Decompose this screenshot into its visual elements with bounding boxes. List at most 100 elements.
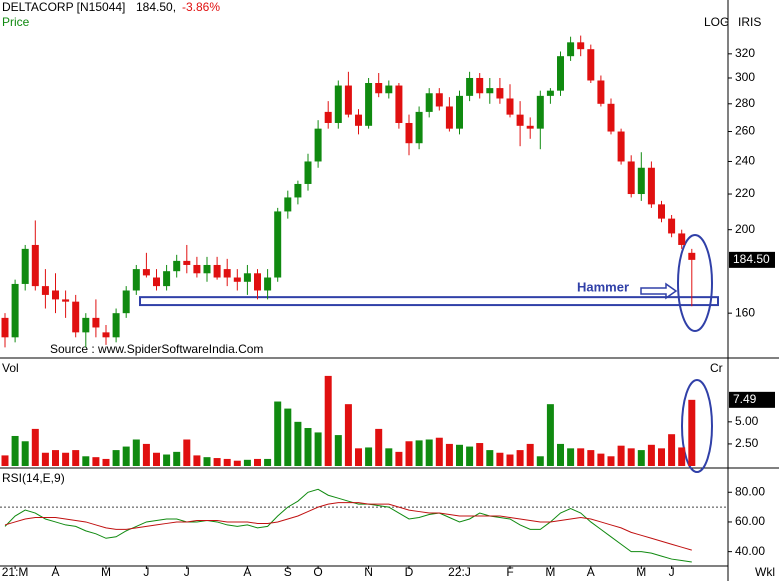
volume-bar [688,399,696,466]
y-tick-label: 60.00 [735,514,765,528]
highlight-ellipse [677,234,713,332]
volume-bar [526,443,534,466]
volume-bar [385,448,393,466]
candle-body [213,264,221,278]
x-tick-label: A [243,565,251,579]
candle-body [435,93,443,107]
candle-body [587,49,595,81]
volume-bar [617,445,625,466]
candle-body [536,95,544,129]
candle-body [486,88,494,94]
panel-title: Vol [2,361,19,375]
volume-bar [355,448,362,466]
candle-body [132,269,140,291]
volume-bar [233,460,241,466]
y-tick-label: 200 [735,222,755,236]
volume-bar [425,439,433,466]
candle-body [72,301,80,333]
volume-bar [466,446,474,466]
volume-bar [486,450,494,466]
panel-title: Price [2,15,30,29]
candle-body [243,273,251,282]
candle-body [304,161,312,184]
candle-body [526,125,534,129]
candle-body [92,317,100,328]
brand: IRIS [738,15,761,29]
volume-bar [294,421,302,466]
candle-body [122,290,130,314]
candle-body [678,233,686,245]
candle-body [344,85,352,115]
volume-bar [62,452,70,466]
candle-body [274,211,282,278]
x-tick-label: D [405,565,414,579]
volume-bar [264,458,272,466]
y-tick-label: 280 [735,96,755,110]
volume-bar [395,451,403,466]
volume-bar [536,456,544,466]
volume-bar [587,450,595,466]
candle-body [355,114,362,126]
candle-body [506,98,514,115]
volume-bar [193,455,201,466]
candle-body [375,83,383,94]
candle-body [203,264,211,274]
period: Wkl [755,565,775,579]
volume-bar [405,441,413,466]
candle-body [52,290,59,300]
x-tick-label: F [506,565,513,579]
candle-body [173,260,181,272]
value-box [729,251,775,268]
candle-body [1,317,9,338]
volume-bar [456,444,463,466]
volume-bar [223,458,231,466]
symbol: DELTACORP [N15044] [2,0,125,14]
highlight-ellipse [681,379,713,473]
unit: Cr [710,361,723,375]
volume-bar [183,439,191,466]
x-tick-label: 21:M [2,565,29,579]
volume-bar [607,456,615,466]
volume-bar [334,435,342,466]
volume-bar [577,448,585,466]
x-tick-label: O [313,565,322,579]
x-tick-label: M [636,565,646,579]
candle-body [395,85,403,123]
volume-bar [173,451,181,466]
rsi-line [4,488,692,563]
volume-bar [82,456,90,466]
volume-bar [304,428,312,466]
y-tick-label: 40.00 [735,544,765,558]
volume-bar [546,404,554,466]
candle-body [223,269,231,278]
volume-bar [122,446,130,466]
volume-bar [668,434,676,466]
volume-bar [557,443,564,466]
x-tick-label: M [101,565,111,579]
candle-body [607,103,615,132]
candle-body [193,264,201,274]
candle-body [557,56,564,91]
volume-bar [254,458,261,466]
candle-body [647,167,655,205]
candle-body [142,269,150,276]
volume-bar [678,447,686,466]
value-box-label: 7.49 [733,392,757,406]
y-tick-label: 260 [735,124,755,138]
candle-body [476,77,484,94]
volume-bar [1,455,9,466]
volume-bar [597,453,605,466]
y-tick-label: 2.50 [735,436,759,450]
volume-bar [627,448,635,466]
volume-bar [637,450,645,466]
volume-bar [52,450,59,466]
candle-body [425,93,433,112]
candle-body [314,128,322,162]
x-tick-label: J [184,565,190,579]
volume-bar [284,408,292,466]
volume-bar [365,447,373,466]
candle-body [294,183,302,198]
candle-body [153,277,160,287]
candle-body [21,248,29,284]
value-box [729,391,775,408]
